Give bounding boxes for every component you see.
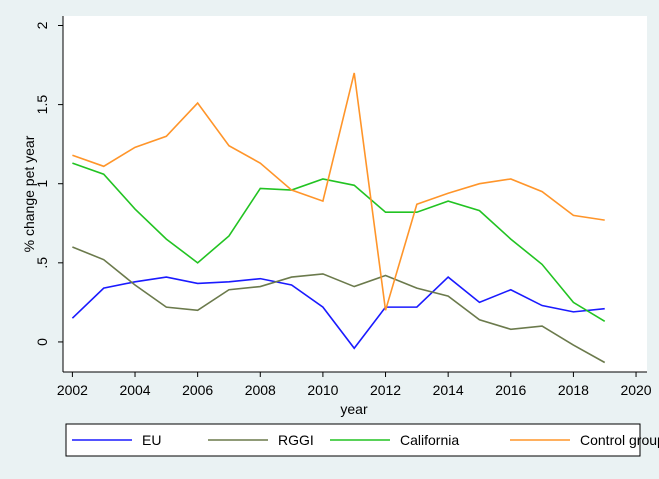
x-tick-label: 2004 xyxy=(119,382,150,398)
x-tick-label: 2016 xyxy=(495,382,526,398)
legend-label: Control group xyxy=(580,432,659,448)
x-tick-label: 2012 xyxy=(370,382,401,398)
x-tick-label: 2020 xyxy=(620,382,651,398)
x-tick-label: 2006 xyxy=(182,382,213,398)
series-line xyxy=(71,276,605,350)
y-tick-label: 0 xyxy=(34,338,50,346)
y-tick-label: .5 xyxy=(34,257,50,269)
legend-label: RGGI xyxy=(278,432,314,448)
plot-area xyxy=(63,16,647,372)
series-line xyxy=(72,162,606,323)
x-axis-title: year xyxy=(340,401,368,417)
x-tick-label: 2002 xyxy=(57,382,88,398)
x-tick-label: 2008 xyxy=(245,382,276,398)
y-axis-title: % change pet year xyxy=(21,135,37,252)
y-tick-label: 1 xyxy=(34,180,50,188)
series-line xyxy=(72,72,605,311)
y-tick-label: 2 xyxy=(34,21,50,29)
legend-label: EU xyxy=(142,432,161,448)
y-tick-label: 1.5 xyxy=(34,95,50,115)
x-tick-label: 2010 xyxy=(307,382,338,398)
series-line xyxy=(72,246,606,364)
x-tick-label: 2018 xyxy=(558,382,589,398)
legend-label: California xyxy=(400,432,459,448)
x-tick-label: 2014 xyxy=(433,382,464,398)
